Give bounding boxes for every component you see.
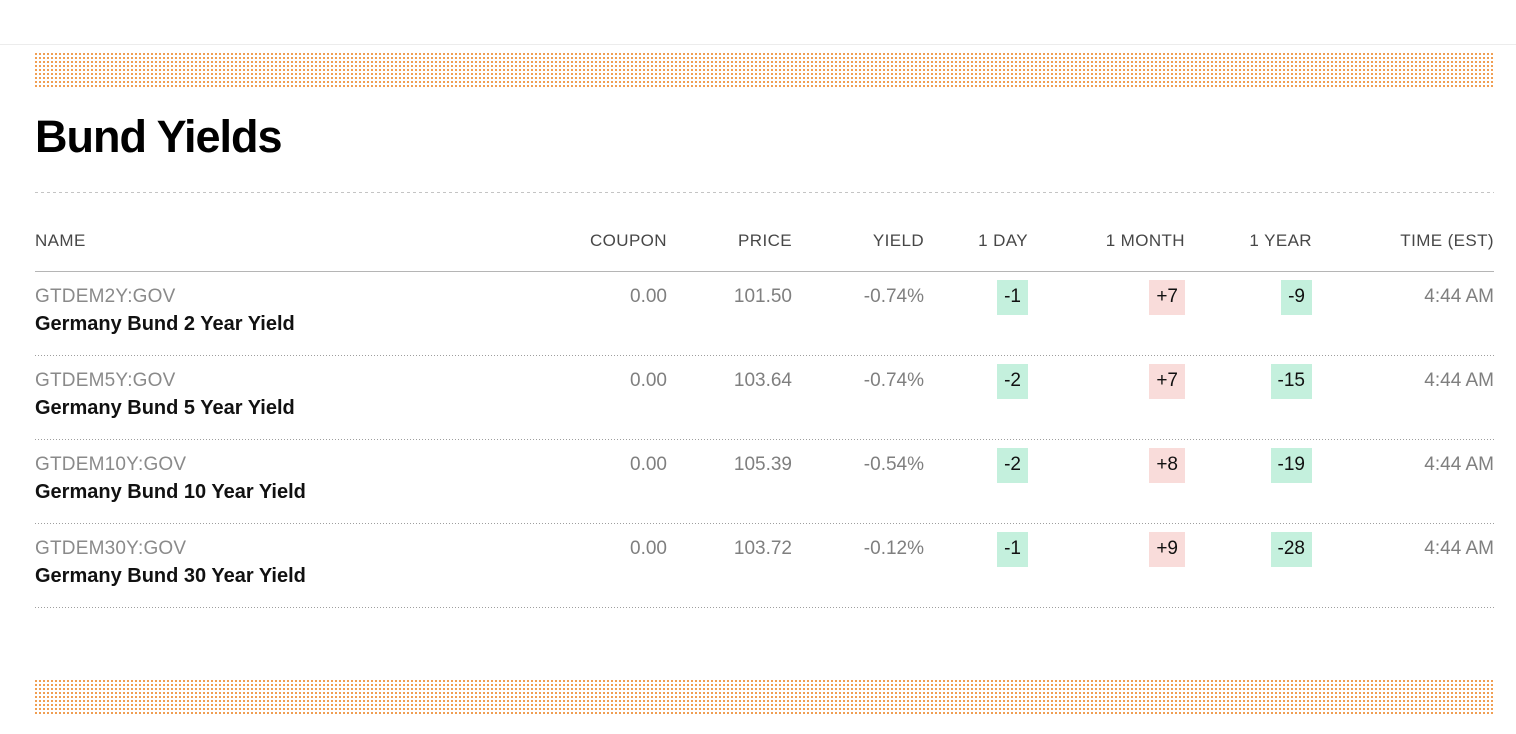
change-1month-cell: +7 — [1028, 272, 1185, 315]
table-row[interactable]: GTDEM10Y:GOV Germany Bund 10 Year Yield … — [35, 440, 1494, 524]
table-header-row: NAME COUPON PRICE YIELD 1 DAY 1 MONTH 1 … — [35, 193, 1494, 272]
title-divider — [35, 192, 1494, 193]
security-name[interactable]: Germany Bund 2 Year Yield — [35, 313, 295, 335]
change-1day-cell: -2 — [924, 440, 1028, 483]
security-cell[interactable]: GTDEM2Y:GOV Germany Bund 2 Year Yield — [35, 272, 537, 338]
table-row[interactable]: GTDEM2Y:GOV Germany Bund 2 Year Yield 0.… — [35, 272, 1494, 356]
change-1day-cell: -1 — [924, 272, 1028, 315]
change-1year-badge: -19 — [1270, 448, 1312, 483]
time-value: 4:44 AM — [1424, 286, 1494, 307]
ad-placeholder-top — [35, 53, 1494, 89]
change-1year-cell: -15 — [1185, 356, 1312, 399]
row-separator — [35, 607, 1494, 608]
security-cell[interactable]: GTDEM10Y:GOV Germany Bund 10 Year Yield — [35, 440, 537, 506]
time-value: 4:44 AM — [1424, 538, 1494, 559]
column-header-1year: 1 YEAR — [1249, 231, 1312, 250]
security-name[interactable]: Germany Bund 10 Year Yield — [35, 481, 306, 503]
row-separator — [35, 439, 1494, 440]
change-1day-cell: -1 — [924, 524, 1028, 567]
row-separator — [35, 355, 1494, 356]
coupon-value: 0.00 — [630, 538, 667, 559]
change-1day-badge: -1 — [997, 532, 1028, 567]
time-value: 4:44 AM — [1424, 370, 1494, 391]
column-header-name: NAME — [35, 231, 86, 250]
change-1month-badge: +8 — [1149, 448, 1185, 483]
coupon-value: 0.00 — [630, 286, 667, 307]
price-value: 103.64 — [733, 370, 792, 391]
change-1day-badge: -2 — [997, 364, 1028, 399]
change-1month-badge: +7 — [1149, 364, 1185, 399]
change-1month-badge: +7 — [1149, 280, 1185, 315]
security-cell[interactable]: GTDEM30Y:GOV Germany Bund 30 Year Yield — [35, 524, 537, 590]
yield-value: -0.74% — [863, 286, 924, 307]
security-name[interactable]: Germany Bund 5 Year Yield — [35, 397, 295, 419]
column-header-coupon: COUPON — [589, 231, 667, 250]
bund-yields-table: NAME COUPON PRICE YIELD 1 DAY 1 MONTH 1 … — [35, 193, 1494, 608]
change-1year-cell: -28 — [1185, 524, 1312, 567]
table-row[interactable]: GTDEM5Y:GOV Germany Bund 5 Year Yield 0.… — [35, 356, 1494, 440]
change-1month-cell: +9 — [1028, 524, 1185, 567]
change-1month-cell: +8 — [1028, 440, 1185, 483]
change-1year-badge: -28 — [1270, 532, 1312, 567]
page-divider — [0, 44, 1516, 45]
coupon-value: 0.00 — [630, 370, 667, 391]
row-separator — [35, 523, 1494, 524]
coupon-value: 0.00 — [630, 454, 667, 475]
table-row[interactable]: GTDEM30Y:GOV Germany Bund 30 Year Yield … — [35, 524, 1494, 608]
column-header-1month: 1 MONTH — [1105, 231, 1185, 250]
yield-value: -0.74% — [863, 370, 924, 391]
change-1month-badge: +9 — [1149, 532, 1185, 567]
ad-placeholder-bottom — [35, 680, 1494, 716]
yield-value: -0.54% — [863, 454, 924, 475]
change-1day-cell: -2 — [924, 356, 1028, 399]
security-cell[interactable]: GTDEM5Y:GOV Germany Bund 5 Year Yield — [35, 356, 537, 422]
column-header-1day: 1 DAY — [978, 231, 1028, 250]
price-value: 101.50 — [733, 286, 792, 307]
column-header-time: TIME (EST) — [1400, 231, 1494, 250]
time-value: 4:44 AM — [1424, 454, 1494, 475]
ticker-link[interactable]: GTDEM10Y:GOV — [35, 454, 187, 475]
yield-value: -0.12% — [863, 538, 924, 559]
change-1month-cell: +7 — [1028, 356, 1185, 399]
change-1year-cell: -9 — [1185, 272, 1312, 315]
ticker-link[interactable]: GTDEM2Y:GOV — [35, 286, 176, 307]
change-1year-badge: -9 — [1281, 280, 1312, 315]
ticker-link[interactable]: GTDEM30Y:GOV — [35, 538, 187, 559]
price-value: 103.72 — [733, 538, 792, 559]
change-1day-badge: -2 — [997, 448, 1028, 483]
security-name[interactable]: Germany Bund 30 Year Yield — [35, 565, 306, 587]
change-1year-badge: -15 — [1270, 364, 1312, 399]
change-1day-badge: -1 — [997, 280, 1028, 315]
page-title: Bund Yields — [35, 111, 283, 162]
column-header-yield: YIELD — [872, 231, 924, 250]
change-1year-cell: -19 — [1185, 440, 1312, 483]
price-value: 105.39 — [733, 454, 792, 475]
column-header-price: PRICE — [738, 231, 792, 250]
ticker-link[interactable]: GTDEM5Y:GOV — [35, 370, 176, 391]
